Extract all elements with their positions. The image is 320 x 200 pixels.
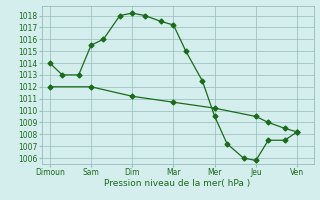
- X-axis label: Pression niveau de la mer( hPa ): Pression niveau de la mer( hPa ): [104, 179, 251, 188]
